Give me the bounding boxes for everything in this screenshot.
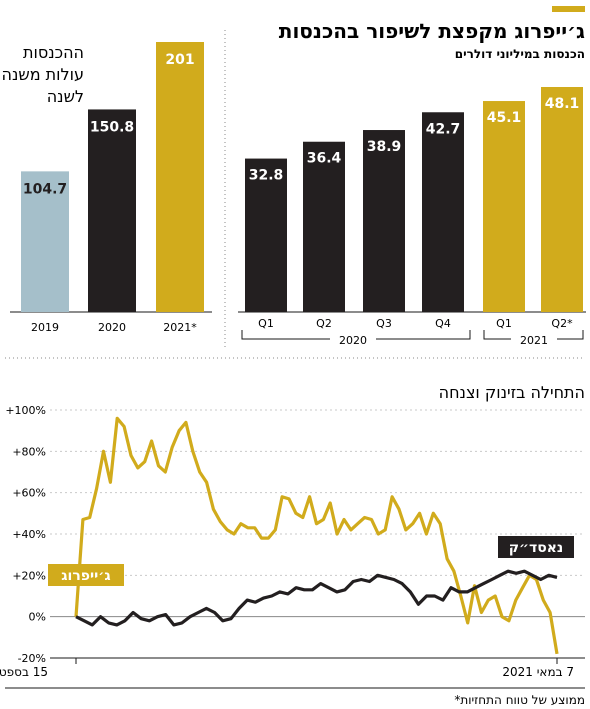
- quarter-bar-6: [541, 87, 583, 312]
- quarter-bar-1: [245, 158, 287, 312]
- y-tick-label: +80%: [12, 445, 46, 458]
- quarter-bar-2: [303, 141, 345, 312]
- x-label-end: 7 במאי 2021: [502, 665, 574, 679]
- quarter-category-label: Q1: [258, 317, 274, 330]
- y-tick-label: +20%: [12, 569, 46, 582]
- group-label-2021: 2021: [520, 334, 548, 347]
- quarter-value-label: 38.9: [367, 139, 402, 155]
- quarter-category-label: Q2: [316, 317, 332, 330]
- x-label-start: 15 בספטמבר 2020: [0, 665, 48, 679]
- quarter-value-label: 48.1: [545, 96, 580, 112]
- footnote: *ממוצע של טווח התחזיות: [454, 693, 585, 707]
- nasdaq-label-box: [498, 536, 574, 558]
- annual-category-label: 2020: [98, 321, 126, 334]
- quarter-value-label: 36.4: [307, 151, 342, 167]
- quarter-value-label: 42.7: [426, 121, 461, 137]
- header-accent-bar: [552, 6, 585, 12]
- annual-category-label: 2021*: [163, 321, 197, 334]
- quarterly-subtitle: הכנסות במיליוני דולרים: [455, 47, 585, 61]
- annual-bar-2021: [156, 42, 204, 312]
- annual-title-line3: לשנה: [47, 87, 84, 106]
- quarter-category-label: Q2*: [551, 317, 573, 330]
- line-chart-title: התחילה בזינוק וצנחה: [439, 383, 585, 402]
- y-tick-label: 0%: [29, 611, 46, 624]
- quarter-bar-4: [422, 112, 464, 312]
- nasdaq-label: נאסד״ק: [509, 540, 564, 556]
- quarter-category-label: Q4: [435, 317, 451, 330]
- y-tick-label: +100%: [5, 404, 46, 417]
- quarter-value-label: 32.8: [249, 168, 284, 184]
- y-tick-label: +60%: [12, 487, 46, 500]
- quarter-bar-3: [363, 130, 405, 312]
- annual-title-line1: ההכנסות: [23, 43, 84, 62]
- annual-value-label: 150.8: [90, 119, 134, 135]
- quarter-category-label: Q1: [496, 317, 512, 330]
- annual-category-label: 2019: [31, 321, 59, 334]
- line-chart-yticks: +100% +80% +60% +40% +20% 0% -20%: [5, 404, 46, 665]
- quarterly-title: ג׳ייפרוג מקפצת לשיפור בהכנסות: [279, 19, 585, 43]
- jfrog-label: ג׳ייפרוג: [61, 568, 110, 584]
- quarter-category-label: Q3: [376, 317, 392, 330]
- group-label-2020: 2020: [339, 334, 367, 347]
- series-jfrog-line: [74, 416, 559, 655]
- annual-bar-2020: [88, 109, 136, 313]
- quarterly-bars: 32.8 Q1 36.4 Q2 38.9 Q3 42.7 Q4 45.1 Q1 48.1 Q2*: [245, 87, 583, 330]
- y-tick-label: -20%: [18, 652, 46, 665]
- annual-bar-2019: [21, 171, 69, 312]
- y-tick-label: +40%: [12, 528, 46, 541]
- series-nasdaq-line: [75, 569, 558, 627]
- annual-bars: 104.7 2019 150.8 2020 201 2021*: [21, 42, 204, 334]
- annual-value-label: 104.7: [23, 181, 67, 197]
- quarter-bar-5: [483, 101, 525, 312]
- annual-value-label: 201: [165, 52, 194, 68]
- quarter-value-label: 45.1: [487, 110, 522, 126]
- jfrog-label-box: [48, 564, 124, 586]
- line-chart-grid: [50, 409, 585, 659]
- annual-title-line2: עולות משנה: [2, 65, 85, 84]
